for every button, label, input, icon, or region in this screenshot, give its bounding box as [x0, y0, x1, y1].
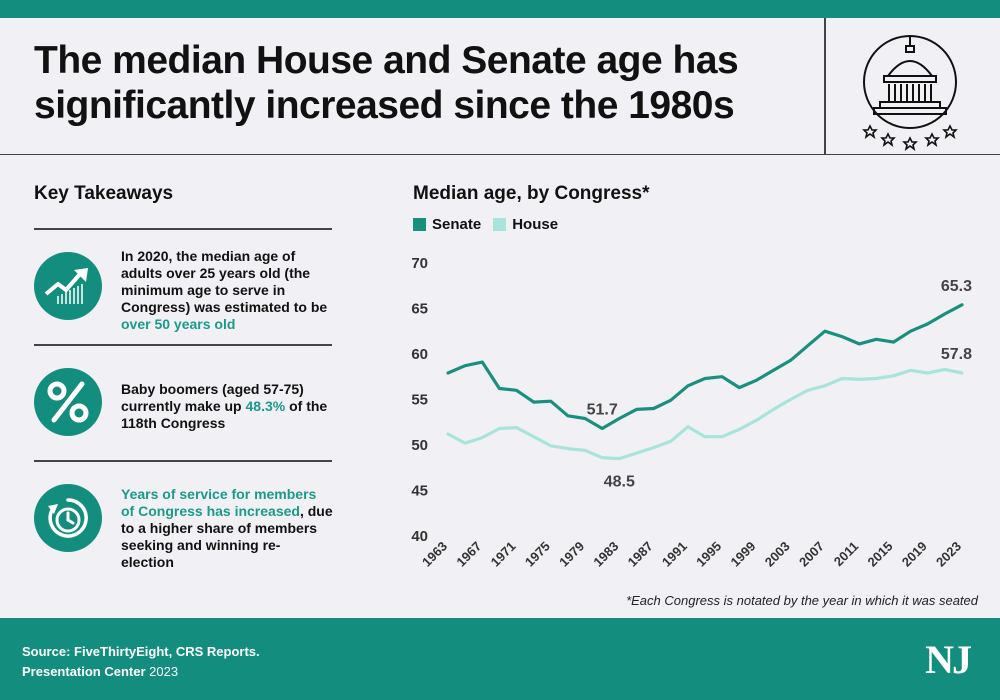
takeaway-divider: [34, 460, 332, 462]
header: The median House and Senate age has sign…: [0, 18, 1000, 155]
x-tick-label: 1971: [488, 539, 519, 570]
takeaway-text-part: In 2020, the median age of adults over 2…: [121, 248, 328, 315]
legend-swatch-senate: [413, 218, 426, 231]
nj-logo: NJ: [925, 637, 972, 682]
legend-label-senate: Senate: [432, 216, 482, 233]
takeaway-highlight: over 50 years old: [121, 316, 236, 332]
chart-title: Median age, by Congress*: [413, 183, 650, 204]
series-line-house: [446, 367, 964, 461]
x-tick-label: 1979: [556, 539, 587, 570]
takeaway-text: Baby boomers (aged 57-75) currently make…: [121, 381, 333, 432]
x-tick-label: 1975: [522, 539, 553, 570]
capitol-dome-icon: [862, 35, 958, 151]
data-label: 65.3: [941, 278, 972, 295]
header-divider: [824, 18, 826, 154]
y-tick-label: 50: [411, 437, 428, 454]
data-label: 57.8: [941, 346, 972, 363]
stopwatch-icon: [34, 484, 102, 552]
footer-year: 2023: [149, 664, 179, 679]
x-tick-label: 1983: [590, 539, 621, 570]
takeaway-highlight: Years of service for members of Congress…: [121, 486, 317, 519]
y-tick-label: 65: [411, 301, 428, 318]
source-label: Source: FiveThirtyEight, CRS Reports.: [22, 644, 260, 659]
x-tick-label: 1987: [625, 539, 656, 570]
takeaway-text-part: of the 118th Congress: [121, 398, 328, 431]
takeaway-text-part: , due to a higher share of members seeki…: [121, 503, 333, 570]
legend-item-house: House: [493, 216, 558, 233]
x-tick-label: 2023: [933, 539, 964, 570]
takeaway-divider: [34, 228, 332, 230]
x-tick-label: 1967: [453, 539, 484, 570]
y-tick-label: 45: [411, 483, 428, 500]
data-label: 51.7: [587, 402, 618, 419]
x-tick-label: 1999: [727, 539, 758, 570]
takeaway-text-part: Baby boomers (aged 57-75) currently make…: [121, 381, 304, 414]
percent-icon: [34, 368, 102, 436]
x-tick-label: 1991: [659, 539, 690, 570]
footer: Source: FiveThirtyEight, CRS Reports. Pr…: [0, 618, 1000, 700]
takeaway-text: Years of service for members of Congress…: [121, 486, 333, 571]
takeaways-title: Key Takeaways: [34, 183, 174, 204]
x-tick-label: 2003: [762, 539, 793, 570]
takeaway-highlight: 48.3%: [245, 398, 286, 414]
takeaway-text: In 2020, the median age of adults over 2…: [121, 248, 333, 333]
y-tick-label: 40: [411, 528, 428, 545]
top-accent-bar: [0, 0, 1000, 18]
y-tick-label: 70: [411, 255, 428, 272]
chart-legend: Senate House: [413, 216, 570, 233]
x-tick-label: 2011: [831, 539, 862, 570]
trending-up-chart-icon: [34, 252, 102, 320]
page-title: The median House and Senate age has sign…: [34, 39, 739, 127]
y-tick-label: 55: [411, 392, 428, 409]
takeaway-divider: [34, 344, 332, 346]
series-line-senate: [446, 303, 964, 431]
footer-source: Source: FiveThirtyEight, CRS Reports. Pr…: [22, 642, 260, 682]
x-tick-label: 2007: [796, 539, 827, 570]
chart-footnote: *Each Congress is notated by the year in…: [626, 593, 978, 608]
x-tick-label: 2019: [899, 539, 930, 570]
x-tick-label: 1995: [693, 539, 724, 570]
legend-label-house: House: [512, 216, 559, 233]
presented-by: Presentation Center: [22, 664, 146, 679]
data-label: 48.5: [604, 474, 635, 491]
x-tick-label: 2015: [865, 539, 896, 570]
y-tick-label: 60: [411, 346, 428, 363]
legend-swatch-house: [493, 218, 507, 231]
legend-item-senate: Senate: [413, 216, 481, 233]
